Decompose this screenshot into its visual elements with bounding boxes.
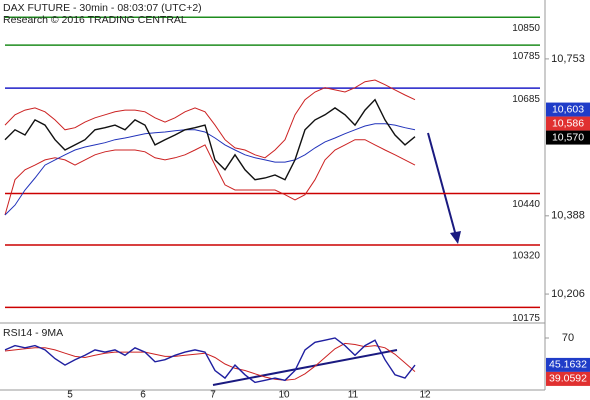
price-box	[546, 102, 590, 117]
price-box	[546, 116, 590, 131]
level-label: 10785	[512, 51, 540, 62]
x-tick-label: 12	[419, 390, 431, 400]
y-tick-label: 70	[562, 332, 574, 344]
price-box	[546, 371, 590, 386]
price-box-label: 10,603	[552, 103, 584, 115]
x-tick-label: 7	[210, 390, 216, 400]
x-tick-label: 11	[348, 390, 359, 400]
series-line	[4, 342, 416, 381]
x-tick-label: 6	[140, 390, 146, 400]
x-tick-label: 5	[67, 390, 73, 400]
series-line	[4, 79, 416, 159]
y-tick-label: 10,206	[551, 288, 585, 300]
series-line	[4, 123, 416, 216]
price-box-label: 45.1632	[549, 359, 587, 371]
x-tick-label: 10	[278, 390, 290, 400]
rsi-trendline	[212, 349, 398, 386]
level-label: 10320	[512, 251, 540, 262]
price-box-label: 10,586	[552, 117, 584, 129]
price-box	[546, 357, 590, 372]
level-label: 10850	[512, 23, 540, 34]
price-box-label: 39.0592	[549, 373, 587, 385]
level-label: 10685	[512, 94, 540, 105]
chart-title: RSI14 - 9MA	[3, 327, 63, 339]
chart-subtitle: Research © 2016 TRADING CENTRAL	[3, 14, 187, 26]
y-tick-label: 10,753	[551, 53, 585, 65]
series-line	[4, 337, 416, 384]
projection-arrow	[427, 132, 461, 244]
chart-title: DAX FUTURE - 30min - 08:03:07 (UTC+2)	[3, 2, 202, 14]
level-label: 10440	[512, 199, 540, 210]
price-box	[546, 130, 590, 145]
price-box-label: 10,570	[552, 131, 584, 143]
series-line	[4, 139, 416, 216]
y-tick-label: 10,388	[551, 210, 585, 222]
series-line	[4, 98, 416, 181]
level-label: 10175	[512, 313, 540, 324]
